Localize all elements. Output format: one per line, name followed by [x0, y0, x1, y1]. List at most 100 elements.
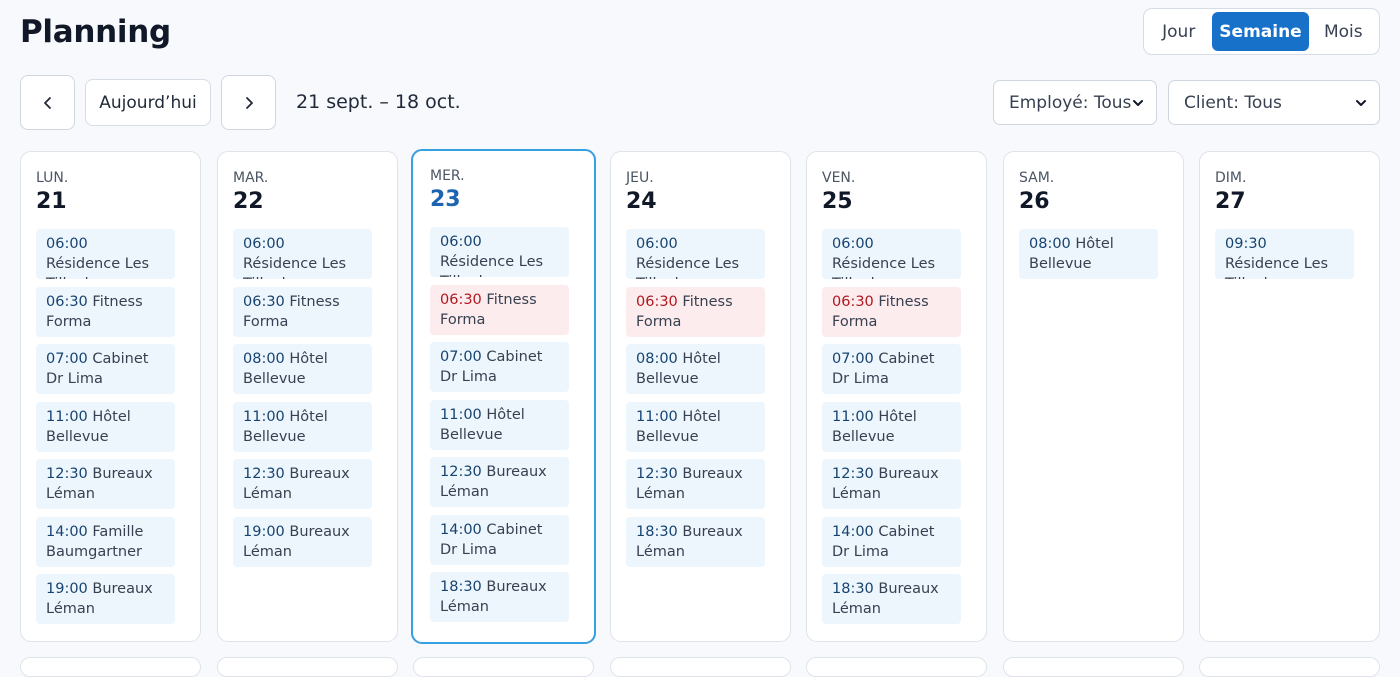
event-time: 18:30 [636, 523, 678, 540]
event-client: Résidence Les Tilleuls [832, 256, 936, 279]
event-client: Bureaux Léman [636, 523, 743, 560]
day-column: LUN. 21 06:00 Résidence Les Tilleuls 06:30 … [20, 151, 201, 642]
event-time: 18:30 [440, 579, 482, 595]
shift-event[interactable]: 14:00 Famille Baumgartner [36, 516, 175, 567]
shift-event[interactable]: 11:00 Hôtel Bellevue [430, 399, 569, 450]
event-time: 06:30 [243, 293, 285, 310]
shift-event[interactable]: 14:00 Cabinet Dr Lima [430, 514, 569, 565]
shift-event[interactable]: 14:00 Cabinet Dr Lima [822, 516, 961, 567]
shift-event[interactable]: 09:30 Résidence Les Tilleuls [1215, 229, 1354, 279]
today-button[interactable]: Aujourd’hui [85, 79, 211, 126]
client-filter-value: Client: Tous [1184, 92, 1282, 113]
event-client: Hôtel Bellevue [636, 408, 721, 445]
chevron-down-icon [1356, 99, 1366, 106]
event-client: Bureaux Léman [243, 523, 350, 560]
event-time: 06:30 [832, 293, 874, 310]
shift-event[interactable]: 08:00 Hôtel Bellevue [233, 344, 372, 394]
shift-event[interactable]: 11:00 Hôtel Bellevue [233, 401, 372, 452]
shift-event[interactable]: 07:00 Cabinet Dr Lima [822, 344, 961, 394]
shift-event[interactable]: 06:00 Résidence Les Tilleuls [626, 229, 765, 279]
shift-event[interactable]: 07:00 Cabinet Dr Lima [430, 342, 569, 392]
day-of-week-label: LUN. [36, 170, 69, 186]
event-client: Bureaux Léman [440, 464, 547, 500]
event-time: 11:00 [46, 408, 88, 425]
event-client: Fitness Forma [440, 291, 537, 328]
shift-event[interactable]: 06:30 Fitness Forma [822, 286, 961, 337]
shift-event[interactable]: 06:30 Fitness Forma [233, 286, 372, 337]
next-period-button[interactable] [221, 75, 276, 130]
shift-event[interactable]: 06:00 Résidence Les Tilleuls [822, 229, 961, 279]
event-time: 12:30 [832, 466, 874, 482]
shift-event[interactable]: 18:30 Bureaux Léman [430, 572, 569, 622]
date-range-label: 21 sept. – 18 oct. [296, 91, 461, 113]
shift-event[interactable]: 18:30 Bureaux Léman [822, 574, 961, 624]
chevron-left-icon [43, 96, 51, 109]
event-time: 19:00 [243, 523, 285, 540]
day-column: SAM. 26 08:00 Hôtel Bellevue [1003, 151, 1184, 642]
shift-event[interactable]: 12:30 Bureaux Léman [233, 459, 372, 509]
shift-event[interactable]: 06:30 Fitness Forma [626, 286, 765, 337]
day-column: VEN. 25 06:00 Résidence Les Tilleuls 06:30 … [806, 151, 987, 642]
shift-event[interactable]: 08:00 Hôtel Bellevue [626, 344, 765, 394]
shift-event[interactable]: 11:00 Hôtel Bellevue [626, 401, 765, 452]
event-time: 06:00 [243, 236, 285, 252]
day-column: JEU. 24 06:00 Résidence Les Tilleuls 06:30 … [610, 151, 791, 642]
event-time: 12:30 [440, 464, 482, 480]
event-client: Fitness Forma [832, 293, 929, 330]
event-time: 12:30 [636, 466, 678, 482]
shift-event[interactable]: 12:30 Bureaux Léman [626, 459, 765, 509]
shift-event[interactable]: 11:00 Hôtel Bellevue [822, 401, 961, 452]
employee-filter-value: Employé: Tous [1009, 92, 1132, 113]
event-time: 08:00 [1029, 236, 1071, 252]
shift-event[interactable]: 11:00 Hôtel Bellevue [36, 401, 175, 452]
event-client: Hôtel Bellevue [440, 406, 525, 443]
event-client: Fitness Forma [243, 293, 340, 330]
event-client: Cabinet Dr Lima [832, 523, 935, 560]
event-time: 06:30 [440, 291, 482, 308]
event-client: Hôtel Bellevue [1029, 236, 1114, 272]
shift-event[interactable]: 06:00 Résidence Les Tilleuls [233, 229, 372, 279]
shift-event[interactable]: 07:00 Cabinet Dr Lima [36, 344, 175, 394]
shift-event[interactable]: 08:00 Hôtel Bellevue [1019, 229, 1158, 279]
shift-event[interactable]: 06:00 Résidence Les Tilleuls [36, 229, 175, 279]
event-time: 06:30 [636, 293, 678, 310]
employee-filter-select[interactable]: Employé: Tous [993, 80, 1157, 125]
previous-period-button[interactable] [20, 75, 75, 130]
day-of-week-label: VEN. [822, 170, 856, 186]
shift-event[interactable]: 18:30 Bureaux Léman [626, 516, 765, 567]
event-time: 07:00 [46, 351, 88, 367]
shift-event[interactable]: 12:30 Bureaux Léman [36, 459, 175, 509]
view-week-button[interactable]: Semaine [1212, 12, 1309, 51]
event-client: Bureaux Léman [243, 466, 350, 502]
view-day-button[interactable]: Jour [1147, 12, 1210, 51]
day-of-week-label: JEU. [626, 170, 654, 186]
next-week-day-card [1199, 657, 1380, 677]
event-time: 11:00 [832, 408, 874, 425]
event-client: Fitness Forma [46, 293, 143, 330]
event-time: 14:00 [440, 521, 482, 538]
event-client: Fitness Forma [636, 293, 733, 330]
event-time: 09:30 [1225, 236, 1267, 252]
event-client: Bureaux Léman [832, 581, 939, 617]
shift-event[interactable]: 06:30 Fitness Forma [36, 286, 175, 337]
event-time: 11:00 [243, 408, 285, 425]
shift-event[interactable]: 19:00 Bureaux Léman [233, 516, 372, 567]
day-number: 26 [1019, 189, 1050, 214]
event-client: Cabinet Dr Lima [440, 349, 543, 385]
shift-event[interactable]: 12:30 Bureaux Léman [430, 457, 569, 507]
shift-event[interactable]: 19:00 Bureaux Léman [36, 574, 175, 624]
day-number: 23 [430, 187, 461, 212]
event-time: 06:30 [46, 293, 88, 310]
shift-event[interactable]: 06:00 Résidence Les Tilleuls [430, 227, 569, 277]
event-client: Famille Baumgartner [46, 523, 144, 560]
view-month-button[interactable]: Mois [1311, 12, 1376, 51]
day-number: 27 [1215, 189, 1246, 214]
chevron-right-icon [245, 96, 253, 109]
shift-event[interactable]: 12:30 Bureaux Léman [822, 459, 961, 509]
event-client: Bureaux Léman [636, 466, 743, 502]
client-filter-select[interactable]: Client: Tous [1168, 80, 1380, 125]
shift-event[interactable]: 06:30 Fitness Forma [430, 284, 569, 335]
next-week-day-card [806, 657, 987, 677]
event-time: 19:00 [46, 581, 88, 597]
event-client: Cabinet Dr Lima [440, 521, 543, 558]
